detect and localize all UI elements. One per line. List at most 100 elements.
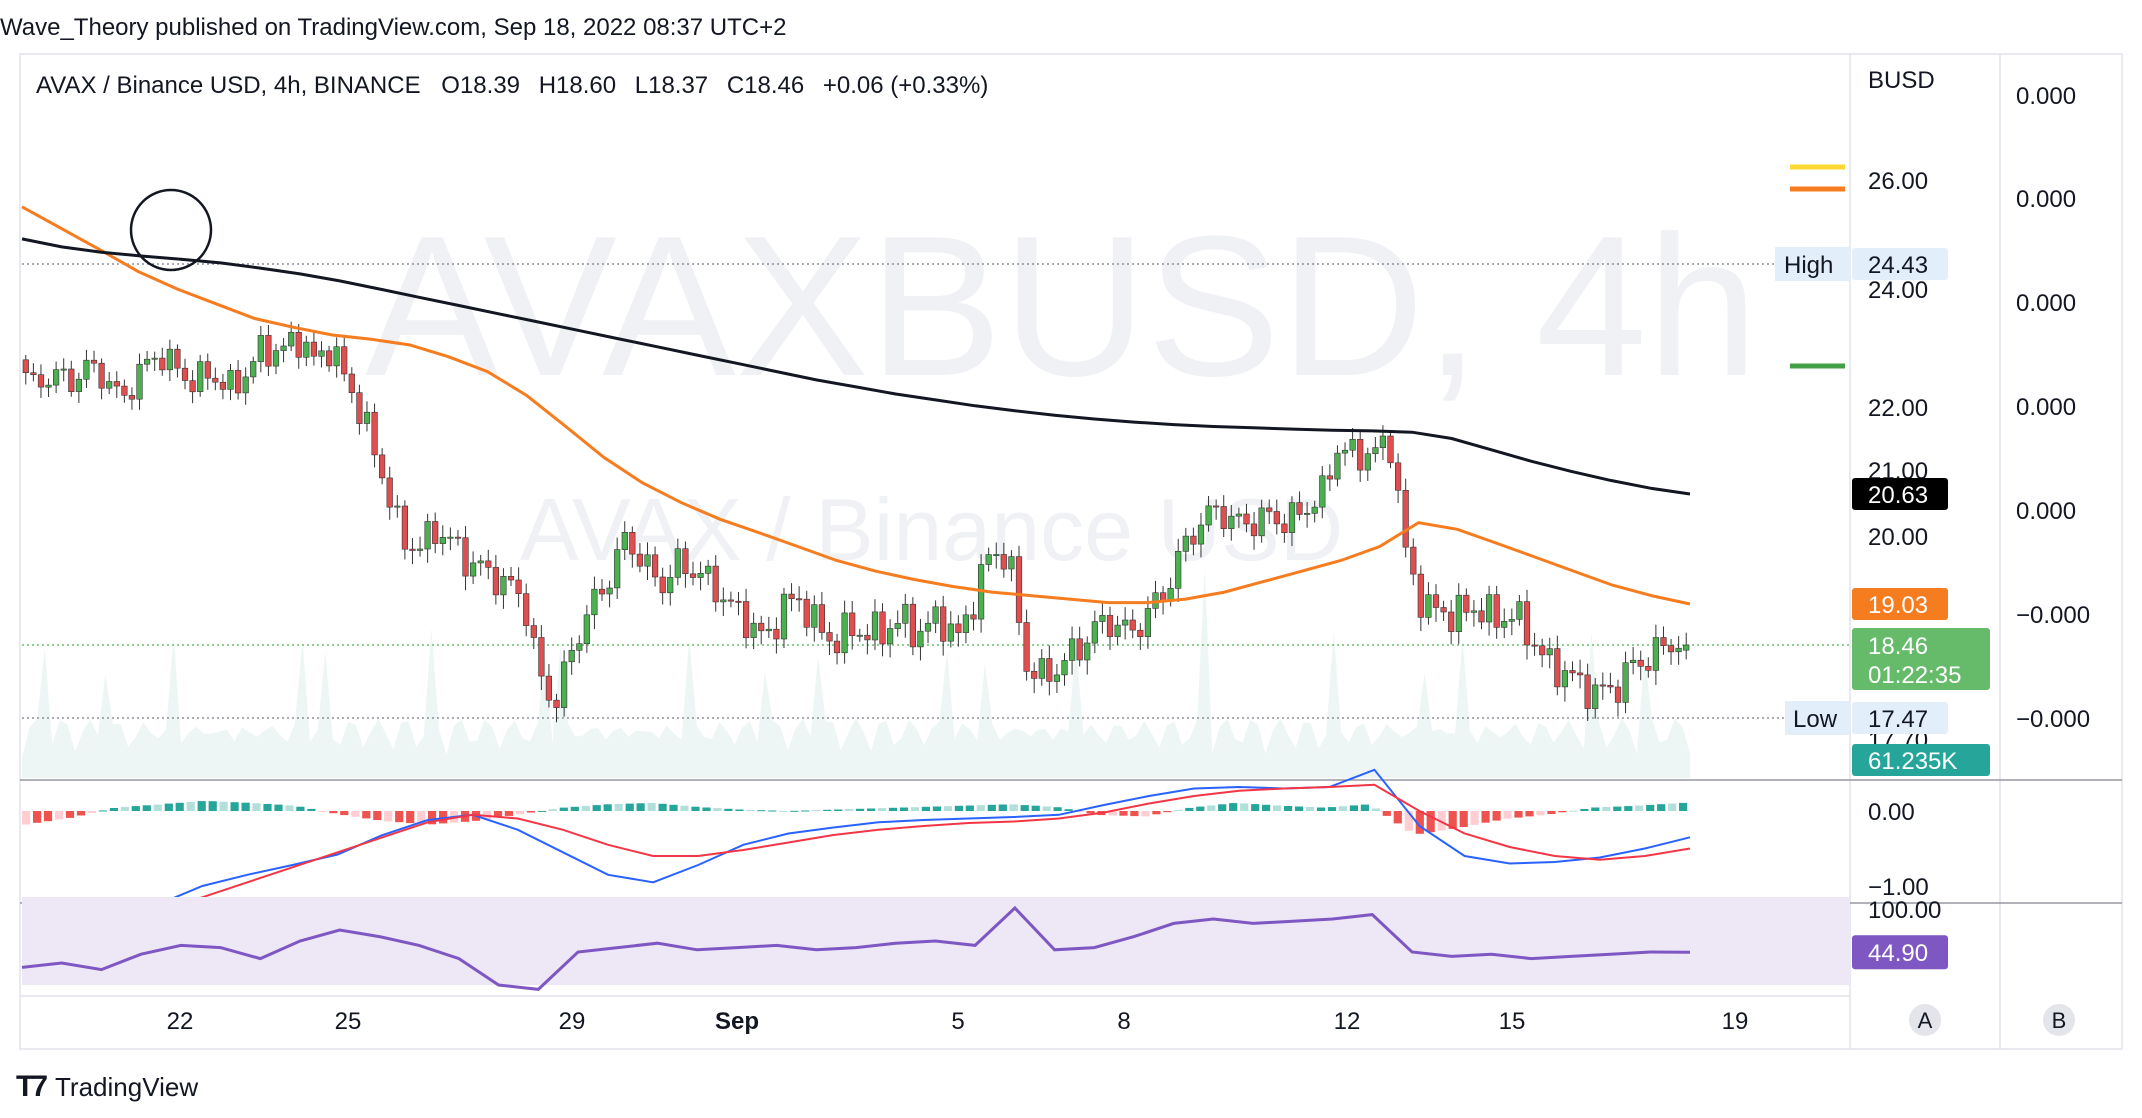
macd-histogram-bar — [581, 805, 590, 811]
macd-histogram-bar — [1031, 805, 1040, 811]
macd-histogram-bar — [1196, 806, 1205, 811]
candle-up — [894, 623, 901, 629]
macd-histogram-bar — [1262, 804, 1271, 811]
candle-down — [1243, 513, 1250, 525]
candle-up — [1341, 449, 1349, 454]
legend-low: L18.37 — [635, 72, 708, 99]
macd-histogram-bar — [1020, 805, 1029, 811]
macd-histogram-bar — [1119, 811, 1128, 816]
macd-histogram-bar — [274, 804, 283, 811]
macd-histogram-bar — [1371, 808, 1380, 811]
candle-down — [295, 331, 302, 358]
macd-histogram-bar — [768, 810, 777, 812]
candle-down — [1478, 610, 1485, 623]
macd-histogram-bar — [1492, 811, 1501, 821]
macd-histogram-bar — [230, 802, 239, 811]
macd-histogram-bar — [384, 811, 393, 822]
macd-histogram-bar — [592, 805, 601, 811]
candle-down — [682, 548, 689, 575]
candle-down — [1160, 592, 1167, 601]
macd-histogram-bar — [1075, 811, 1084, 812]
candle-down — [1440, 607, 1447, 613]
macd-histogram-bar — [43, 811, 53, 822]
macd-histogram-bar — [724, 808, 733, 811]
signal-line — [21, 783, 1691, 925]
scale-b-button[interactable]: B — [2043, 1004, 2075, 1036]
ema-orange-line — [21, 205, 1691, 606]
rsi-value: 44.90 — [1868, 940, 1928, 967]
candle-down — [1402, 489, 1409, 548]
candle-down — [348, 373, 355, 394]
macd-histogram-bar — [614, 803, 623, 811]
macd-histogram-bar — [1624, 806, 1633, 811]
candle-down — [864, 634, 871, 641]
legend-line: AVAX / Binance USD, 4h, BINANCE O18.39 H… — [36, 72, 988, 99]
candle-up — [614, 549, 621, 589]
candle-up — [333, 346, 340, 367]
candle-down — [121, 385, 128, 396]
price-tick: 24.00 — [1868, 277, 1928, 304]
macd-histogram-bar — [307, 808, 316, 811]
macd-histogram-bar — [867, 808, 876, 811]
candle-up — [856, 634, 863, 637]
candle-up — [674, 548, 681, 578]
candle-down — [1220, 506, 1227, 530]
candle-up — [750, 622, 757, 638]
auto-scale-button[interactable]: A — [1909, 1004, 1941, 1036]
candle-down — [1213, 505, 1220, 508]
macd-histogram-bar — [175, 802, 184, 811]
candle-down — [1645, 665, 1652, 671]
high-tag-label: High — [1784, 252, 1833, 279]
candle-down — [1523, 601, 1531, 646]
candle-up — [469, 562, 477, 577]
macd-histogram-bar — [515, 811, 524, 815]
candle-down — [803, 598, 810, 628]
candle-down — [1531, 644, 1538, 647]
candle-up — [1228, 515, 1235, 530]
macd-histogram-bar — [702, 807, 711, 811]
candle-down — [1395, 462, 1402, 491]
published-caption: Wave_Theory published on TradingView.com… — [0, 14, 787, 41]
candle-down — [1584, 674, 1591, 709]
time-tick: 5 — [951, 1008, 964, 1035]
macd-histogram-bar — [801, 810, 810, 812]
time-tick: 12 — [1334, 1008, 1361, 1035]
macd-histogram-bar — [1646, 804, 1655, 811]
time-tick: 8 — [1117, 1008, 1130, 1035]
candle-up — [45, 384, 52, 388]
candle-up — [644, 554, 651, 567]
candle-down — [174, 348, 181, 369]
macd-histogram-bar — [395, 811, 404, 823]
macd-histogram-bar — [1064, 809, 1073, 811]
macd-histogram-bar — [1218, 804, 1227, 811]
macd-histogram-bar — [965, 805, 974, 811]
macd-histogram-bar — [625, 803, 634, 811]
macd-histogram-bar — [33, 811, 42, 823]
candle-up — [1311, 506, 1318, 514]
candle-down — [492, 567, 500, 596]
candle-down — [879, 611, 886, 645]
candle-up — [83, 359, 90, 380]
rsi-tick: 100.00 — [1868, 897, 1941, 924]
ema-value-tag: 19.03 — [1868, 592, 1928, 619]
macd-histogram-bar — [537, 810, 546, 812]
macd-histogram-bar — [1229, 803, 1238, 811]
candle-up — [1372, 447, 1379, 455]
candle-up — [1197, 524, 1205, 545]
candle-up — [1319, 475, 1326, 508]
candle-down — [1273, 511, 1280, 525]
macd-histogram-bar — [910, 807, 920, 811]
time-tick: 15 — [1499, 1008, 1526, 1035]
macd-histogram-bar — [351, 811, 360, 817]
macd-histogram-bar — [1459, 811, 1468, 827]
crossover-circle — [129, 188, 213, 272]
macd-histogram-bar — [263, 804, 272, 811]
macd-histogram-bar — [296, 806, 305, 811]
macd-histogram-bar — [1613, 806, 1622, 811]
macd-histogram-bar — [954, 805, 963, 811]
candle-down — [849, 612, 856, 636]
candle-up — [560, 661, 568, 708]
candle-up — [144, 358, 151, 365]
low-tag-label: Low — [1793, 706, 1838, 733]
